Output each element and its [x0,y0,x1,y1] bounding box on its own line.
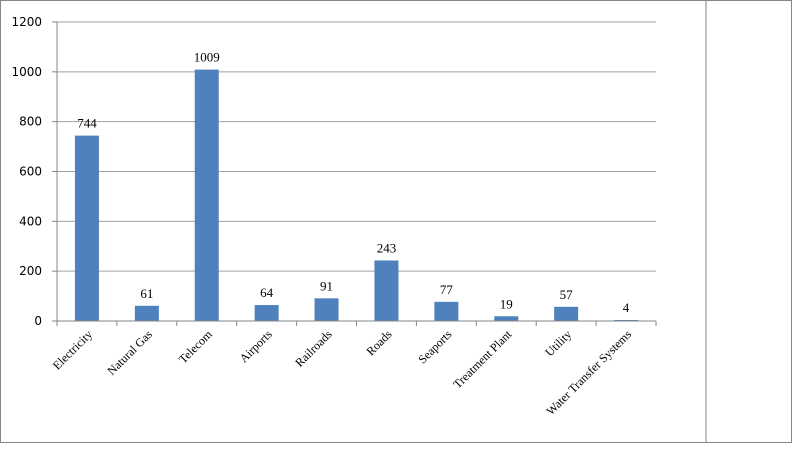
y-tick-label: 800 [19,115,42,129]
bar [194,69,219,321]
data-label: 4 [623,300,630,315]
data-label: 91 [320,278,333,293]
bar [554,306,579,321]
y-tick-label: 1200 [11,15,42,29]
bar [494,316,519,321]
data-label: 243 [377,240,397,255]
data-label: 57 [560,287,574,302]
data-label: 19 [500,296,513,311]
y-tick-label: 600 [19,165,42,179]
y-tick-label: 400 [19,214,42,228]
data-label: 77 [440,282,454,297]
bar [314,298,339,321]
bar [434,301,459,321]
data-label: 61 [140,286,153,301]
y-tick-label: 200 [19,264,42,278]
bar [374,260,399,321]
data-label: 744 [77,116,97,131]
data-label: 1009 [194,50,220,65]
y-tick-label: 1000 [11,65,42,79]
bar [134,305,159,321]
bar [254,305,279,321]
y-tick-label: 0 [34,314,42,328]
bar [74,135,99,321]
data-label: 64 [260,285,274,300]
